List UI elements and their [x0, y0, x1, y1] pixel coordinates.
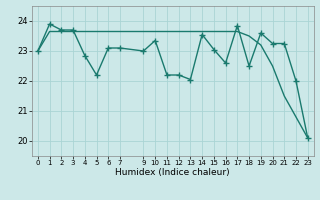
X-axis label: Humidex (Indice chaleur): Humidex (Indice chaleur)	[116, 168, 230, 177]
